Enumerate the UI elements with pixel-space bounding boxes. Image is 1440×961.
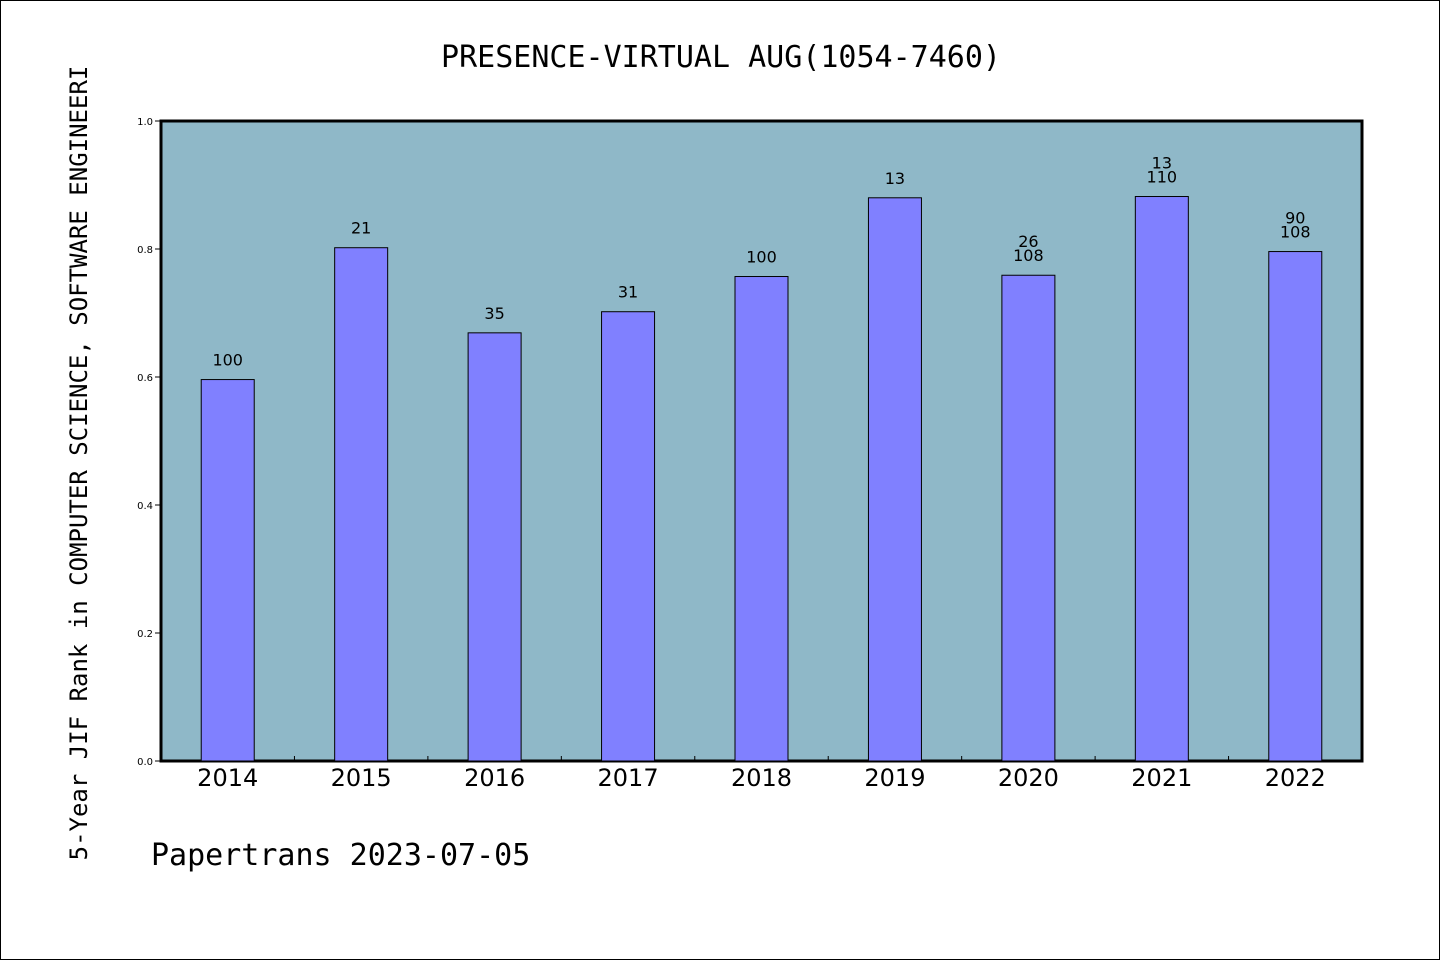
- footer-credit: Papertrans 2023-07-05: [151, 838, 530, 873]
- y-axis: 0.0 0.2 0.4 0.6 0.8 1.0: [137, 117, 161, 768]
- x-tick-label: 2016: [464, 764, 525, 792]
- y-tick-label: 0.8: [137, 245, 153, 256]
- data-label: 100: [746, 248, 777, 267]
- chart-title: PRESENCE-VIRTUAL AUG(1054-7460): [441, 40, 1001, 75]
- y-tick-label: 0.6: [137, 373, 153, 384]
- data-label: 13: [1152, 154, 1172, 173]
- data-label: 21: [351, 219, 371, 238]
- data-label: 100: [212, 351, 243, 370]
- bar-2022: [1268, 251, 1323, 762]
- y-axis-label: 5-Year JIF Rank in COMPUTER SCIENCE, SOF…: [65, 66, 93, 861]
- data-label: 35: [484, 304, 504, 323]
- bar-series: [200, 196, 1323, 762]
- y-tick-label: 0.4: [137, 501, 153, 512]
- data-label: 108: [1280, 223, 1311, 242]
- data-label: 26: [1018, 232, 1038, 251]
- bar-2016: [467, 332, 522, 762]
- bar-2015: [334, 247, 389, 762]
- x-tick-label: 2020: [998, 764, 1059, 792]
- x-tick-label: 2019: [864, 764, 925, 792]
- x-tick-label: 2021: [1131, 764, 1192, 792]
- data-label: 108: [1013, 246, 1044, 265]
- x-tick-label: 2015: [331, 764, 392, 792]
- bar-2017: [601, 311, 656, 762]
- y-tick-label: 1.0: [137, 117, 153, 128]
- data-label: 31: [618, 283, 638, 302]
- x-tick-label: 2018: [731, 764, 792, 792]
- bar-2021: [1134, 196, 1189, 762]
- data-label: 110: [1147, 168, 1178, 187]
- bar-2014: [200, 379, 255, 762]
- x-tick-label: 2017: [598, 764, 659, 792]
- x-tick-label: 2022: [1265, 764, 1326, 792]
- y-tick-label: 0.0: [137, 757, 153, 768]
- data-label: 13: [885, 169, 905, 188]
- bar-2019: [867, 197, 922, 762]
- bar-2018: [734, 276, 789, 762]
- bar-2020: [1001, 274, 1056, 762]
- x-tick-label: 2014: [197, 764, 258, 792]
- x-axis: 2014 2015 2016 2017 2018 2019 2020 2021 2022: [197, 756, 1326, 792]
- data-label: 90: [1285, 209, 1305, 228]
- y-tick-label: 0.2: [137, 629, 153, 640]
